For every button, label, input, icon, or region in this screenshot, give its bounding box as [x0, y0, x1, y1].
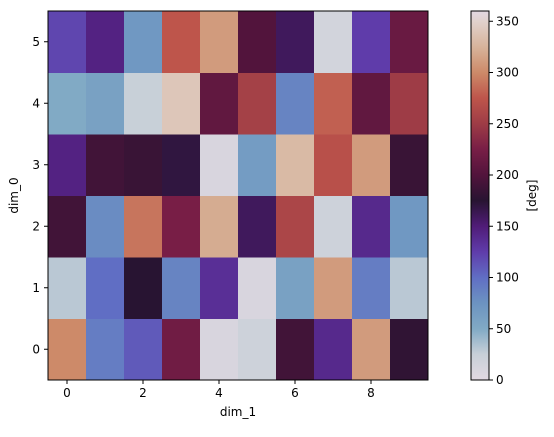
heatmap-cells [48, 11, 429, 381]
heatmap-cell [162, 257, 201, 319]
heatmap-cell [86, 257, 125, 319]
heatmap-cell [352, 11, 391, 73]
heatmap-cell [390, 318, 429, 381]
heatmap-cell [352, 257, 391, 319]
colorbar-tick-label: 0 [496, 373, 504, 387]
heatmap-cell [314, 72, 353, 135]
heatmap-cell [86, 195, 125, 258]
heatmap-cell [390, 134, 429, 196]
heatmap-cell [48, 11, 87, 73]
heatmap-cell [238, 72, 277, 135]
heatmap-cell [162, 134, 201, 196]
heatmap-cell [48, 134, 87, 196]
heatmap-cell [238, 318, 277, 381]
heatmap-cell [238, 257, 277, 319]
heatmap-cell [352, 72, 391, 135]
y-tick-label: 2 [32, 219, 40, 233]
heatmap-cell [314, 134, 353, 196]
heatmap-cell [314, 318, 353, 381]
heatmap-cell [276, 134, 315, 196]
heatmap-cell [390, 11, 429, 73]
y-tick-label: 5 [32, 35, 40, 49]
heatmap-cell [314, 11, 353, 73]
heatmap-cell [352, 318, 391, 381]
heatmap-cell [276, 72, 315, 135]
colorbar-tick-label: 350 [496, 14, 519, 28]
y-tick-label: 1 [32, 281, 40, 295]
heatmap-cell [162, 318, 201, 381]
heatmap-cell [86, 72, 125, 135]
x-tick-label: 4 [215, 386, 223, 400]
heatmap-cell [48, 72, 87, 135]
y-axis: 0 1 2 3 4 5 [32, 35, 48, 356]
heatmap-cell [352, 134, 391, 196]
colorbar-label: [deg] [525, 180, 539, 212]
heatmap-cell [124, 318, 163, 381]
heatmap-cell [200, 195, 239, 258]
heatmap-cell [48, 195, 87, 258]
heatmap-cell [124, 72, 163, 135]
heatmap-cell [276, 257, 315, 319]
colorbar-tick-label: 50 [496, 322, 511, 336]
x-tick-label: 0 [63, 386, 71, 400]
heatmap-cell [48, 257, 87, 319]
heatmap-cell [48, 318, 87, 381]
colorbar-tick-label: 300 [496, 66, 519, 80]
y-tick-label: 3 [32, 158, 40, 172]
colorbar-tick-label: 250 [496, 117, 519, 131]
heatmap-cell [390, 195, 429, 258]
colorbar-tick-label: 100 [496, 271, 519, 285]
colorbar-tick-label: 150 [496, 219, 519, 233]
x-tick-label: 8 [367, 386, 375, 400]
colorbar-axis: 0 50 100 150 200 250 300 350 [489, 14, 519, 387]
colorbar-tick-label: 200 [496, 168, 519, 182]
heatmap-cell [86, 134, 125, 196]
heatmap-cell [238, 11, 277, 73]
heatmap-cell [276, 195, 315, 258]
heatmap-cell [276, 318, 315, 381]
heatmap-cell [124, 257, 163, 319]
x-tick-label: 6 [291, 386, 299, 400]
heatmap-cell [162, 195, 201, 258]
heatmap-cell [238, 195, 277, 258]
plot-frame [47, 10, 429, 381]
x-axis-label: dim_1 [220, 405, 256, 419]
heatmap-cell [238, 134, 277, 196]
colorbar-frame [470, 10, 490, 381]
y-tick-label: 0 [32, 342, 40, 356]
colorbar [471, 11, 489, 380]
heatmap-cell [390, 257, 429, 319]
heatmap-cell [162, 72, 201, 135]
heatmap-cell [314, 195, 353, 258]
heatmap-cell [200, 318, 239, 381]
heatmap-cell [200, 11, 239, 73]
heatmap-cell [124, 195, 163, 258]
x-axis: 0 2 4 6 8 [63, 380, 375, 400]
heatmap-cell [200, 72, 239, 135]
heatmap-cell [124, 134, 163, 196]
heatmap-cell [276, 11, 315, 73]
heatmap-cell [86, 11, 125, 73]
heatmap-cell [200, 134, 239, 196]
heatmap-cell [352, 195, 391, 258]
y-tick-label: 4 [32, 96, 40, 110]
x-tick-label: 2 [139, 386, 147, 400]
heatmap-cell [314, 257, 353, 319]
heatmap-cell [162, 11, 201, 73]
y-axis-label: dim_0 [7, 177, 21, 213]
heatmap-cell [124, 11, 163, 73]
heatmap-cell [200, 257, 239, 319]
heatmap-cell [86, 318, 125, 381]
heatmap-cell [390, 72, 429, 135]
